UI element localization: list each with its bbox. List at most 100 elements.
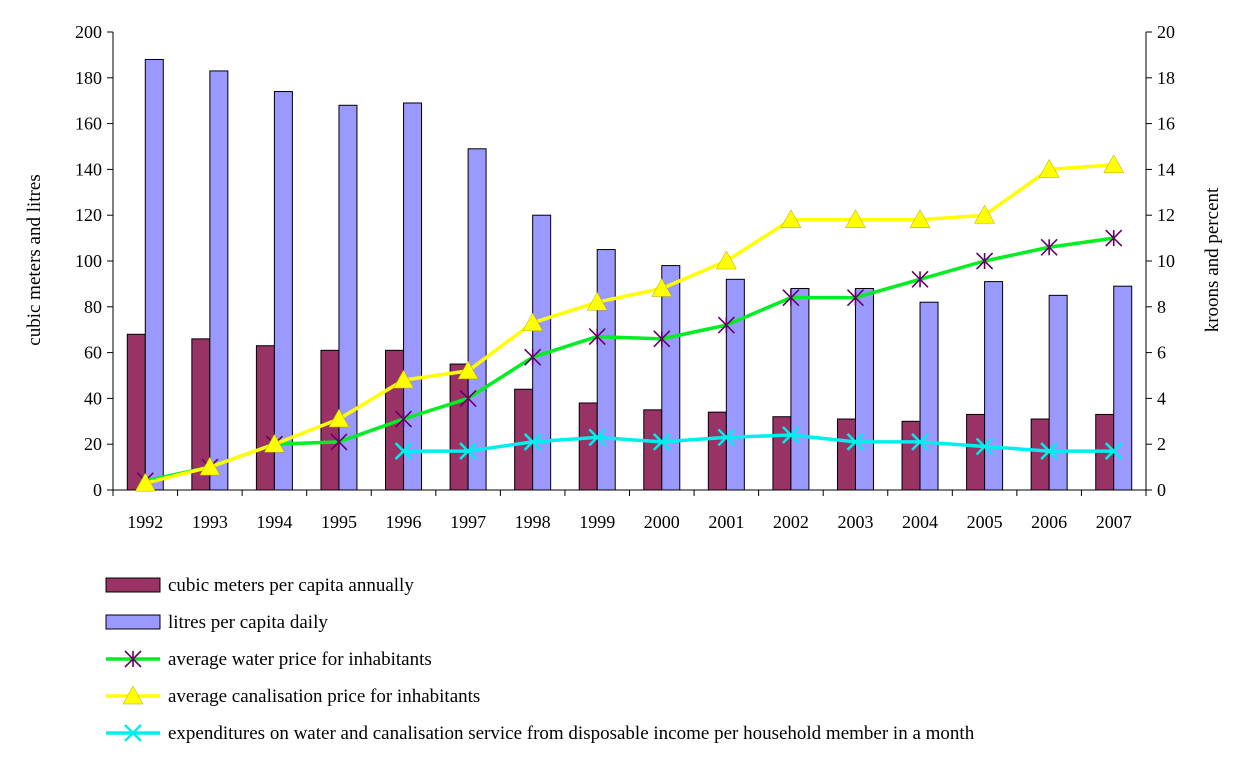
y-left-tick-label: 100 — [75, 251, 102, 271]
bar-2-1996 — [403, 102, 423, 491]
bar-1-1994 — [255, 345, 275, 491]
legend-marker — [124, 650, 142, 668]
bar-2-2004 — [919, 301, 939, 491]
legend-swatch — [105, 614, 161, 630]
y-left-tick-label: 80 — [84, 297, 102, 317]
point-4-2004 — [909, 209, 931, 229]
point-4-1995 — [328, 408, 350, 428]
marker-stroke — [523, 433, 542, 451]
marker-stroke — [782, 426, 800, 444]
point-4-1997 — [457, 360, 479, 380]
y-left-tick-label: 200 — [75, 22, 102, 42]
bar-2-1994 — [273, 91, 293, 491]
y-right-tick-label: 20 — [1157, 22, 1175, 42]
legend-label: expenditures on water and canalisation s… — [168, 723, 975, 744]
point-5-2006 — [1040, 442, 1059, 460]
point-3-2002 — [782, 289, 800, 307]
x-tick-label: 2001 — [708, 512, 744, 532]
y-right-tick-label: 4 — [1157, 388, 1166, 408]
y-right-tick-label: 8 — [1157, 297, 1166, 317]
y-left-tick-label: 20 — [84, 434, 102, 454]
marker-stroke — [124, 724, 142, 742]
point-4-2006 — [1038, 158, 1060, 178]
point-5-2007 — [1104, 442, 1123, 460]
x-tick-label: 2003 — [837, 512, 873, 532]
legend-entry-3: average water price for inhabitants — [106, 649, 432, 670]
point-4-1998 — [522, 312, 544, 332]
marker-stroke — [1040, 442, 1059, 460]
x-tick-label: 1995 — [321, 512, 357, 532]
y-right-tick-label: 2 — [1157, 434, 1166, 454]
bar-1-2004 — [901, 420, 921, 491]
point-3-2000 — [653, 330, 671, 348]
y-right-axis-title: kroons and percent — [1202, 187, 1223, 332]
point-3-2004 — [911, 270, 929, 288]
point-3-2003 — [846, 289, 865, 307]
legend-entry-5: expenditures on water and canalisation s… — [106, 723, 975, 744]
point-5-2002 — [782, 426, 800, 444]
point-4-1993 — [199, 456, 221, 476]
legend-entry-1: cubic meters per capita annually — [105, 575, 414, 596]
bar-1-2001 — [707, 411, 727, 491]
point-3-1998 — [524, 348, 542, 366]
point-3-1999 — [588, 328, 606, 346]
x-tick-label: 2000 — [644, 512, 680, 532]
x-tick-label: 2002 — [773, 512, 809, 532]
marker-stroke — [911, 433, 929, 451]
marker-stroke — [717, 428, 736, 447]
marker-stroke — [652, 433, 671, 451]
bar-2-1995 — [338, 104, 358, 491]
y-right-tick-label: 0 — [1157, 480, 1166, 500]
bar-2-2006 — [1048, 294, 1068, 491]
bar-1-1992 — [126, 333, 146, 491]
y-left-tick-label: 40 — [84, 388, 102, 408]
bar-2-1992 — [144, 58, 164, 491]
marker-stroke — [846, 433, 865, 451]
bar-2-2005 — [984, 281, 1004, 491]
x-tick-label: 1997 — [450, 512, 486, 532]
y-left-tick-label: 0 — [93, 480, 102, 500]
bar-2-1997 — [467, 148, 487, 491]
x-tick-label: 2005 — [967, 512, 1003, 532]
bar-2-1993 — [209, 70, 229, 491]
y-left-tick-label: 120 — [75, 205, 102, 225]
point-4-2002 — [780, 209, 802, 229]
y-left-tick-label: 180 — [75, 68, 102, 88]
legend-marker — [124, 724, 142, 742]
point-3-2007 — [1105, 229, 1123, 247]
point-3-1997 — [459, 389, 477, 407]
point-5-2003 — [846, 433, 865, 451]
series-line-5 — [403, 433, 1114, 453]
legend-entry-2: litres per capita daily — [105, 612, 328, 633]
bar-1-1999 — [578, 402, 598, 491]
y-left-tick-label: 140 — [75, 159, 102, 179]
y-right-tick-label: 14 — [1157, 159, 1175, 179]
y-left-tick-label: 160 — [75, 114, 102, 134]
point-5-1998 — [523, 433, 542, 451]
y-right-tick-label: 18 — [1157, 68, 1175, 88]
point-4-2000 — [651, 277, 673, 297]
legend-entry-4: average canalisation price for inhabitan… — [106, 685, 480, 707]
point-4-2005 — [974, 204, 996, 224]
bar-2-2000 — [661, 265, 681, 491]
x-tick-label: 2004 — [902, 512, 938, 532]
series-line-4 — [144, 163, 1114, 485]
point-5-1996 — [394, 442, 413, 460]
marker-stroke — [394, 442, 413, 460]
marker-stroke — [975, 437, 994, 456]
point-4-2001 — [715, 250, 737, 270]
bar-2-2002 — [790, 287, 810, 491]
bar-2-2001 — [725, 278, 745, 491]
bar-2-1999 — [596, 249, 616, 491]
legend-marker — [122, 685, 144, 705]
series-line-3 — [144, 236, 1114, 483]
bar-2-2007 — [1113, 285, 1133, 491]
y-left-axis-title: cubic meters and litres — [24, 174, 45, 345]
bar-1-1997 — [449, 363, 469, 491]
x-tick-label: 1993 — [192, 512, 228, 532]
x-tick-label: 1992 — [127, 512, 163, 532]
point-3-2001 — [717, 316, 735, 334]
y-right-tick-label: 12 — [1157, 205, 1175, 225]
marker-stroke — [459, 442, 477, 460]
point-4-1992 — [134, 472, 156, 492]
